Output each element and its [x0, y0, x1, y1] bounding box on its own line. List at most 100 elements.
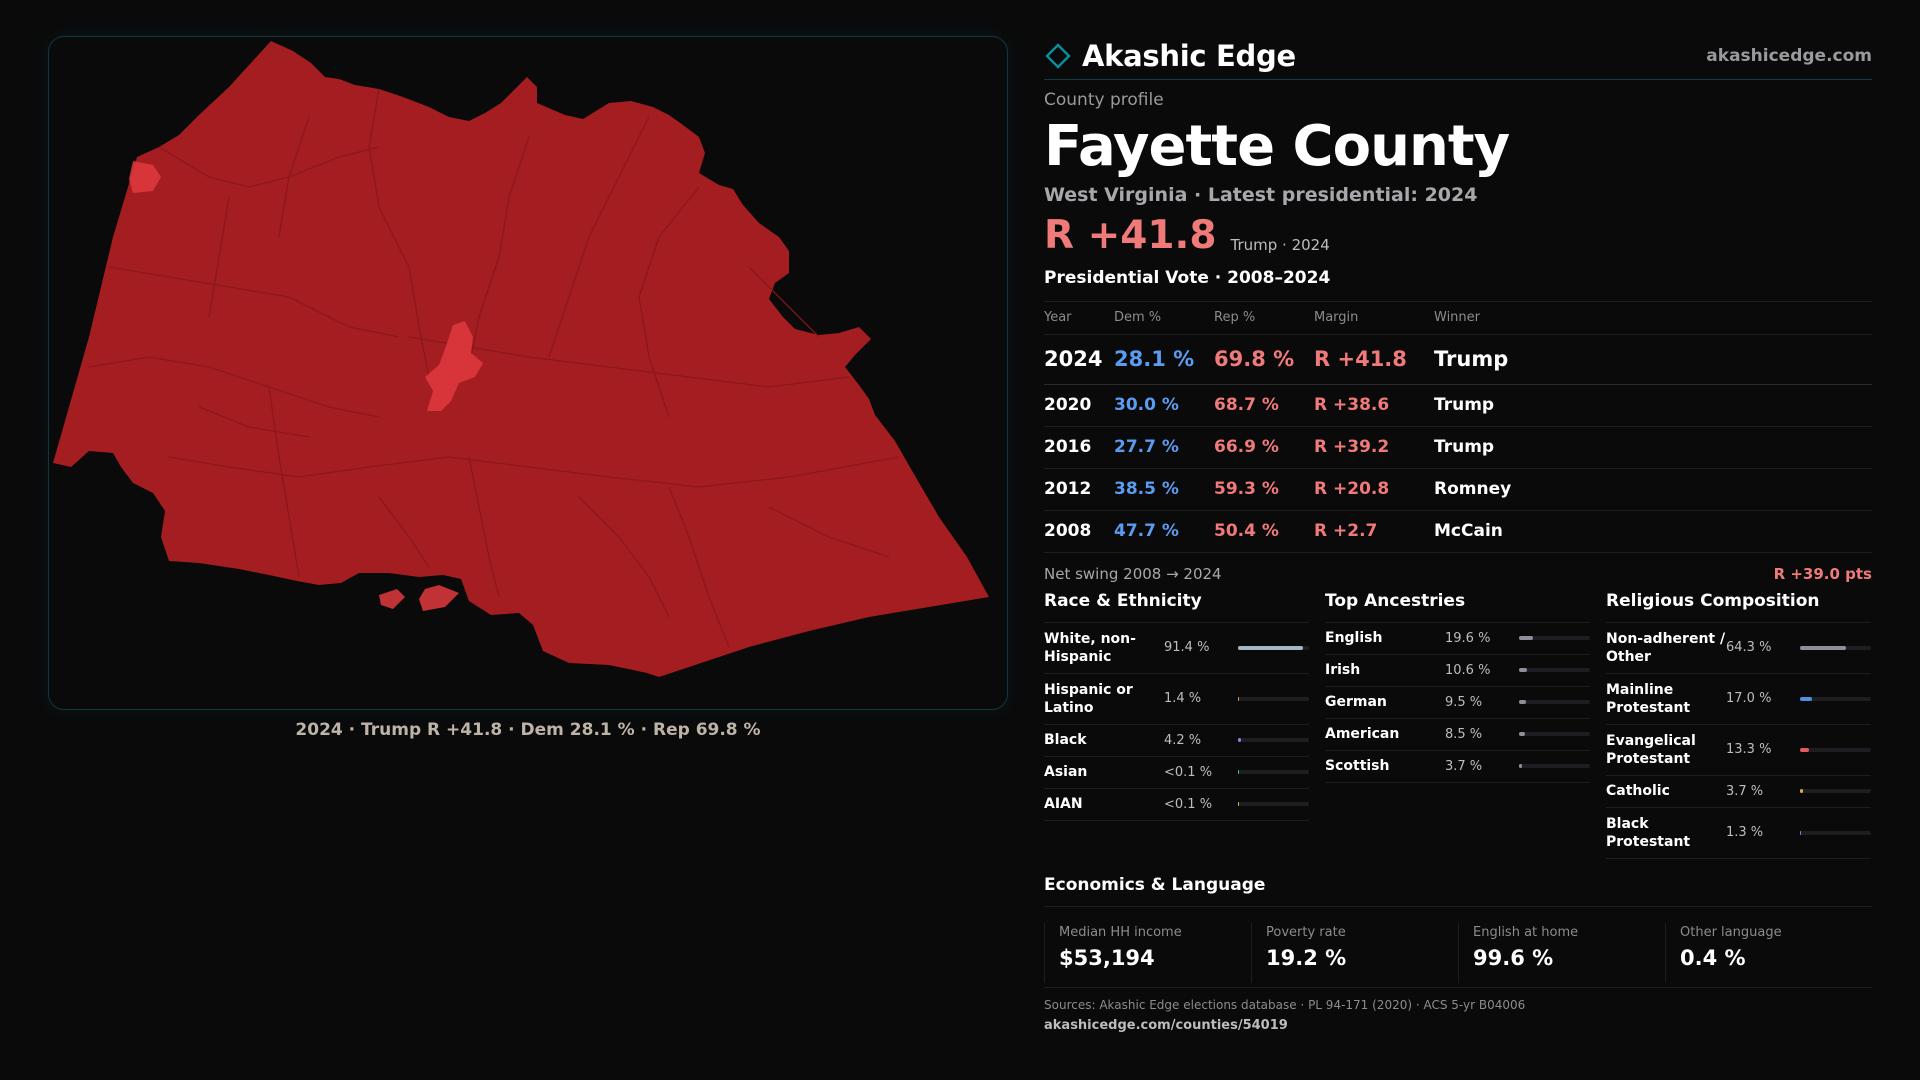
item-value: <0.1 %: [1164, 764, 1213, 780]
table-row[interactable]: 2020 30.0 % 68.7 % R +38.6 Trump: [1044, 384, 1872, 427]
bar-track: [1519, 700, 1590, 704]
bar-track: [1800, 747, 1871, 752]
county-shape[interactable]: [53, 41, 989, 677]
list-item[interactable]: AIAN <0.1 %: [1044, 789, 1309, 821]
list-item[interactable]: Scottish 3.7 %: [1325, 751, 1590, 783]
table-row[interactable]: 2012 38.5 % 59.3 % R +20.8 Romney: [1044, 468, 1872, 511]
item-value: <0.1 %: [1164, 796, 1213, 812]
site-link[interactable]: akashicedge.com: [1706, 45, 1872, 66]
ancestry-panel: Top Ancestries English 19.6 % Irish 10.6 % G…: [1325, 591, 1590, 859]
bar-fill: [1238, 802, 1240, 806]
cell-year: 2008: [1044, 510, 1114, 553]
table-row[interactable]: 2024 28.1 % 69.8 % R +41.8 Trump: [1044, 334, 1872, 385]
bar-fill: [1238, 645, 1303, 650]
religion-list: Non-adherent / Other 64.3 % Mainline Prote…: [1606, 623, 1871, 859]
item-value: 91.4 %: [1164, 640, 1210, 655]
list-item[interactable]: Non-adherent / Other 64.3 %: [1606, 623, 1871, 674]
margin-value: R +41.8: [1044, 213, 1217, 258]
list-item[interactable]: Black Protestant 1.3 %: [1606, 808, 1871, 859]
page-title: Fayette County: [1044, 114, 1510, 179]
page-subtitle: West Virginia · Latest presidential: 202…: [1044, 184, 1478, 206]
margin-note: Trump · 2024: [1230, 236, 1330, 254]
econ-label: Other language: [1680, 924, 1782, 940]
list-item[interactable]: Asian <0.1 %: [1044, 757, 1309, 789]
bar-fill: [1519, 764, 1522, 768]
race-ethnicity-title: Race & Ethnicity: [1044, 591, 1309, 623]
cell-rep: 50.4 %: [1214, 510, 1314, 553]
cell-rep: 68.7 %: [1214, 384, 1314, 427]
bar-track: [1519, 764, 1590, 768]
cell-dem: 47.7 %: [1114, 510, 1214, 553]
page-kicker: County profile: [1044, 90, 1164, 110]
cell-margin: R +38.6: [1314, 384, 1434, 427]
bar-track: [1519, 636, 1590, 640]
table-row[interactable]: 2016 27.7 % 66.9 % R +39.2 Trump: [1044, 426, 1872, 469]
bar-track: [1238, 770, 1309, 774]
town-highlight-south-b: [419, 585, 459, 611]
table-header-row: Year Dem % Rep % Margin Winner: [1044, 302, 1872, 335]
ancestry-list: English 19.6 % Irish 10.6 % German 9.5 % Ameri…: [1325, 623, 1590, 783]
headline-margin: R +41.8 Trump · 2024: [1044, 214, 1872, 258]
list-item[interactable]: Irish 10.6 %: [1325, 655, 1590, 687]
item-label: White, non-Hispanic: [1044, 630, 1136, 665]
bar-track: [1519, 668, 1590, 672]
town-highlight-center: [425, 321, 483, 411]
econ-label: Poverty rate: [1266, 924, 1346, 940]
county-map[interactable]: [49, 37, 1008, 710]
bar-fill: [1800, 789, 1803, 793]
table-row[interactable]: 2008 47.7 % 50.4 % R +2.7 McCain: [1044, 510, 1872, 553]
cell-margin: R +2.7: [1314, 510, 1434, 553]
economics-row: Median HH income $53,194 Poverty rate 19…: [1044, 922, 1872, 983]
brand-header: Akashic Edge akashicedge.com: [1044, 36, 1872, 80]
bar-track: [1800, 830, 1871, 835]
town-highlights[interactable]: [129, 161, 483, 611]
item-label: Hispanic or Latino: [1044, 681, 1133, 716]
item-value: 8.5 %: [1445, 726, 1483, 742]
cell-winner: Trump: [1434, 384, 1872, 427]
bar-track: [1800, 789, 1871, 793]
brand-name: Akashic Edge: [1082, 38, 1296, 73]
list-item[interactable]: Evangelical Protestant 13.3 %: [1606, 725, 1871, 776]
item-label: Mainline Protestant: [1606, 681, 1691, 716]
county-url-link[interactable]: akashicedge.com/counties/54019: [1044, 1017, 1288, 1033]
item-value: 1.3 %: [1726, 825, 1764, 840]
ancestry-title: Top Ancestries: [1325, 591, 1590, 623]
list-item[interactable]: Black 4.2 %: [1044, 725, 1309, 757]
item-label: Irish: [1325, 662, 1361, 678]
list-item[interactable]: American 8.5 %: [1325, 719, 1590, 751]
item-value: 10.6 %: [1445, 662, 1491, 678]
econ-cell-poverty: Poverty rate 19.2 %: [1251, 922, 1458, 983]
list-item[interactable]: Mainline Protestant 17.0 %: [1606, 674, 1871, 725]
net-swing-label: Net swing 2008 → 2024: [1044, 564, 1222, 583]
net-swing-row: Net swing 2008 → 2024 R +39.0 pts: [1044, 561, 1872, 587]
item-value: 64.3 %: [1726, 640, 1772, 655]
list-item[interactable]: Hispanic or Latino 1.4 %: [1044, 674, 1309, 725]
divider: [1044, 986, 1872, 988]
cell-winner: Trump: [1434, 334, 1872, 385]
econ-cell-income: Median HH income $53,194: [1044, 922, 1251, 983]
item-label: Asian: [1044, 764, 1088, 780]
econ-value: $53,194: [1059, 945, 1155, 970]
town-highlight-south-a: [379, 589, 405, 609]
item-value: 17.0 %: [1726, 691, 1772, 706]
list-item[interactable]: Catholic 3.7 %: [1606, 776, 1871, 808]
bar-fill: [1800, 645, 1846, 650]
bar-fill: [1800, 696, 1813, 701]
item-label: Scottish: [1325, 758, 1390, 774]
cell-dem: 38.5 %: [1114, 468, 1214, 511]
presidential-vote-title: Presidential Vote · 2008–2024: [1044, 268, 1872, 302]
item-value: 1.4 %: [1164, 691, 1202, 706]
list-item[interactable]: German 9.5 %: [1325, 687, 1590, 719]
item-label: Evangelical Protestant: [1606, 732, 1696, 767]
religion-title: Religious Composition: [1606, 591, 1871, 623]
item-label: Black: [1044, 732, 1087, 748]
list-item[interactable]: English 19.6 %: [1325, 623, 1590, 655]
econ-label: Median HH income: [1059, 924, 1182, 940]
item-value: 9.5 %: [1445, 694, 1483, 710]
item-label: English: [1325, 630, 1383, 646]
county-map-panel[interactable]: [48, 36, 1008, 710]
bar-fill: [1238, 738, 1241, 742]
brand[interactable]: Akashic Edge: [1044, 39, 1296, 73]
cell-dem: 30.0 %: [1114, 384, 1214, 427]
list-item[interactable]: White, non-Hispanic 91.4 %: [1044, 623, 1309, 674]
